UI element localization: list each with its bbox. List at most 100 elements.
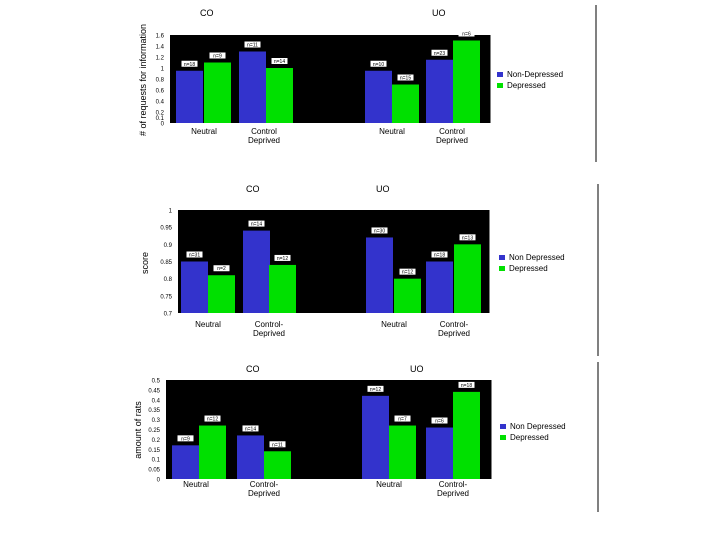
bar-non-depressed bbox=[176, 70, 203, 123]
data-label-box bbox=[269, 441, 286, 448]
group-title-co: CO bbox=[246, 184, 260, 194]
data-label: n=14 bbox=[274, 59, 285, 65]
legend-label-depressed: Depressed bbox=[510, 433, 549, 442]
category-label-2: Control-Deprived bbox=[253, 320, 285, 338]
group-title-co: CO bbox=[246, 364, 260, 374]
bar-depressed bbox=[204, 62, 231, 123]
bar-non-depressed bbox=[426, 261, 453, 313]
y-tick-label: 0.8 bbox=[164, 277, 173, 283]
data-label-box bbox=[431, 251, 448, 258]
bar-depressed bbox=[264, 451, 291, 479]
data-label: n=15 bbox=[400, 76, 411, 82]
data-label-box bbox=[397, 74, 414, 81]
chart-score: CO UO score 0.7 0.75 0.8 0.85 0.9 0.95 1 n=31 n… bbox=[140, 184, 599, 356]
legend-swatch-non-depressed bbox=[500, 424, 506, 429]
bar-depressed bbox=[454, 244, 481, 313]
y-tick-label: 0.4 bbox=[156, 100, 165, 106]
data-label: n=12 bbox=[402, 270, 413, 276]
legend-label-non-depressed: Non-Depressed bbox=[507, 70, 563, 79]
y-tick-label: 1 bbox=[169, 209, 173, 215]
bar-non-depressed bbox=[362, 395, 389, 479]
bar-depressed bbox=[392, 84, 419, 123]
category-label-2: Control Deprived bbox=[248, 127, 280, 145]
data-label-box bbox=[431, 417, 448, 424]
data-label: n=12 bbox=[277, 256, 288, 262]
data-label: n=18 bbox=[434, 253, 445, 259]
y-tick-label: 0.8 bbox=[156, 78, 165, 84]
category-label-1: Neutral bbox=[191, 127, 217, 136]
data-label-box bbox=[371, 227, 388, 234]
data-label: n=2 bbox=[217, 266, 226, 272]
category-label-1: Neutral bbox=[183, 480, 209, 489]
y-tick-label: 0.2 bbox=[152, 438, 161, 444]
bar-non-depressed bbox=[181, 261, 208, 313]
legend-swatch-non-depressed bbox=[499, 255, 505, 260]
y-tick-label: 0.6 bbox=[156, 89, 165, 95]
data-label-box bbox=[458, 30, 475, 37]
category-label-4: Control-Deprived bbox=[437, 480, 469, 498]
category-label-2: Control-Deprived bbox=[248, 480, 280, 498]
y-tick-label: 0.45 bbox=[148, 388, 160, 394]
data-label-box bbox=[204, 415, 221, 422]
bar-depressed bbox=[269, 264, 296, 313]
group-title-co: CO bbox=[200, 8, 214, 18]
data-label-box bbox=[458, 381, 475, 388]
y-tick-label: 0.1 bbox=[152, 458, 161, 464]
y-tick-label: 0.4 bbox=[152, 398, 161, 404]
category-label-4: Control-Deprived bbox=[438, 320, 470, 338]
data-label-box bbox=[274, 254, 291, 261]
legend-label-non-depressed: Non Depressed bbox=[509, 253, 565, 262]
data-label: n=31 bbox=[189, 253, 200, 259]
data-label-box bbox=[177, 435, 194, 442]
category-label-1: Neutral bbox=[195, 320, 221, 329]
data-label-box bbox=[181, 60, 198, 67]
data-label-box bbox=[186, 251, 203, 258]
data-label: n=30 bbox=[374, 228, 385, 234]
data-label-box bbox=[271, 58, 288, 64]
data-label: n=9 bbox=[213, 54, 222, 60]
data-label: n=14 bbox=[245, 426, 256, 432]
group-title-uo: UO bbox=[410, 364, 424, 374]
legend-swatch-depressed bbox=[499, 266, 505, 271]
bar-depressed bbox=[394, 278, 421, 313]
data-label-box bbox=[394, 415, 411, 422]
data-label: n=14 bbox=[251, 222, 262, 228]
data-label-box bbox=[213, 265, 230, 272]
bar-non-depressed bbox=[365, 70, 392, 123]
y-tick-label: 0 bbox=[161, 122, 165, 128]
category-label-3: Neutral bbox=[381, 320, 407, 329]
y-tick-label: 0.95 bbox=[160, 226, 172, 232]
chart-amount-of-rats: CO UO amount of rats 0 0.05 0.1 0.15 0.2 0.25… bbox=[133, 362, 599, 512]
data-label-box bbox=[431, 49, 448, 56]
bar-depressed bbox=[389, 425, 416, 479]
bar-non-depressed bbox=[237, 435, 264, 479]
data-label: n=9 bbox=[181, 436, 190, 442]
y-tick-label: 0.05 bbox=[148, 468, 160, 474]
data-label: n=12 bbox=[207, 417, 218, 423]
y-axis-label: amount of rats bbox=[133, 401, 143, 459]
bar-depressed bbox=[453, 40, 480, 123]
data-label-box bbox=[242, 425, 259, 432]
data-label: n=12 bbox=[370, 387, 381, 393]
bar-depressed bbox=[453, 391, 480, 479]
legend-label-depressed: Depressed bbox=[507, 81, 546, 90]
y-tick-label: 0 bbox=[157, 478, 161, 484]
data-label-box bbox=[367, 385, 384, 392]
bar-non-depressed bbox=[426, 427, 453, 479]
y-axis-label: # of requests for information bbox=[138, 24, 148, 136]
data-label: n=18 bbox=[461, 383, 472, 389]
legend: Non-Depressed Depressed bbox=[497, 70, 563, 90]
y-tick-label: 1.2 bbox=[156, 56, 165, 62]
group-title-uo: UO bbox=[376, 184, 390, 194]
bar-non-depressed bbox=[243, 230, 270, 313]
data-label: n=10 bbox=[373, 62, 384, 68]
data-label: n=23 bbox=[434, 51, 445, 57]
data-label: n=6 bbox=[462, 32, 471, 38]
bar-non-depressed bbox=[172, 445, 199, 479]
chart-requests-for-information: CO UO # of requests for information 00.1… bbox=[138, 5, 597, 162]
y-tick-label: 0.9 bbox=[164, 243, 173, 249]
data-label: n=13 bbox=[462, 235, 473, 241]
y-tick-label: 0.7 bbox=[164, 312, 173, 318]
category-label-3: Neutral bbox=[379, 127, 405, 136]
legend: Non Depressed Depressed bbox=[499, 253, 565, 273]
